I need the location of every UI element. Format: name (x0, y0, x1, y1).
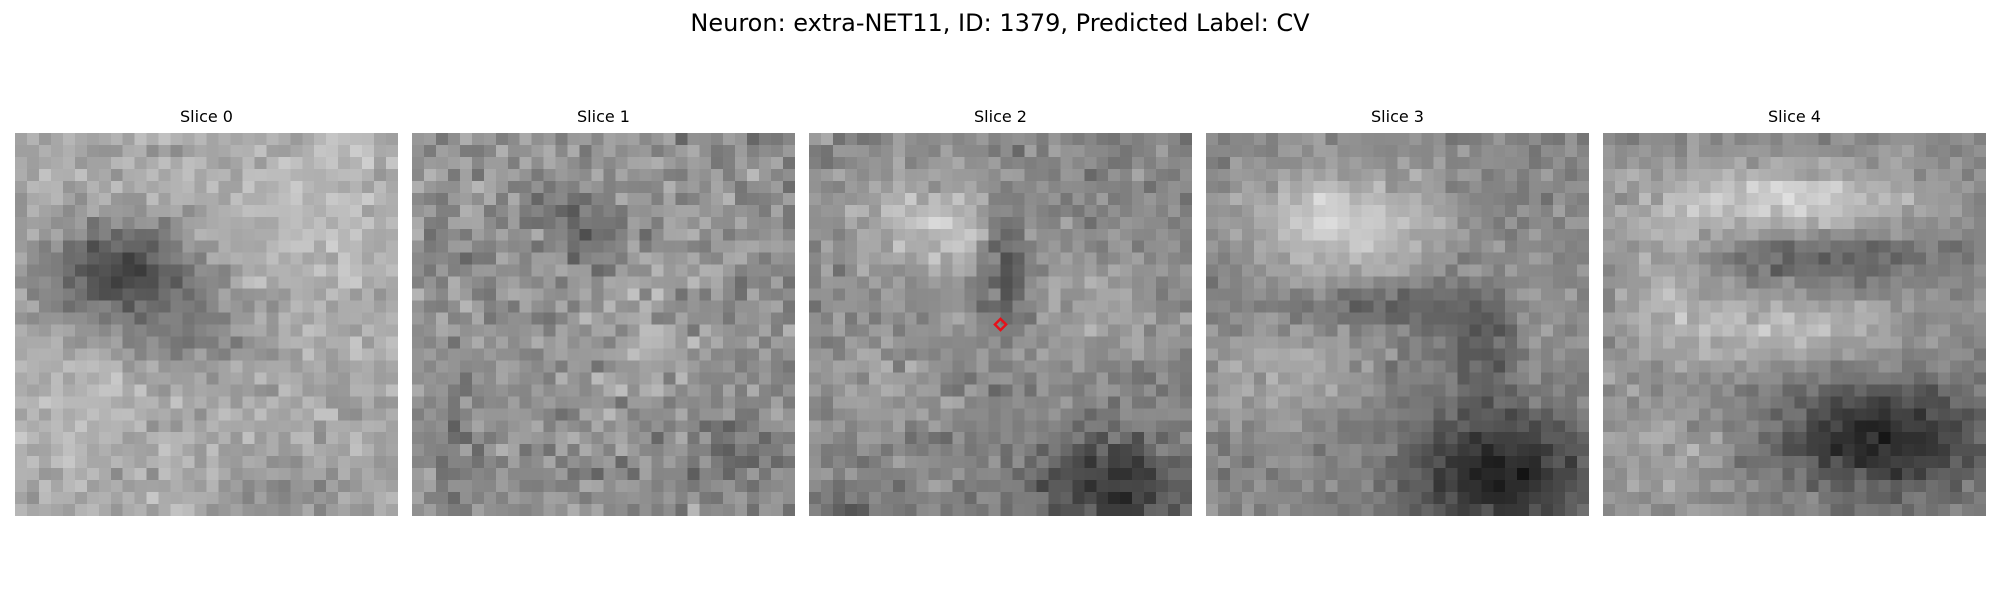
slice-image (1603, 133, 1986, 516)
location-marker-icon (993, 317, 1008, 332)
slice-panel-3: Slice 3 (1206, 106, 1589, 516)
slice-image (412, 133, 795, 516)
slice-title: Slice 4 (1768, 107, 1821, 126)
slice-panel-2: Slice 2 (809, 106, 1192, 516)
slice-panel-1: Slice 1 (412, 106, 795, 516)
slice-title: Slice 2 (974, 107, 1027, 126)
figure-title: Neuron: extra-NET11, ID: 1379, Predicted… (690, 9, 1310, 37)
slice-panel-0: Slice 0 (15, 106, 398, 516)
slice-title: Slice 0 (180, 107, 233, 126)
slice-image (809, 133, 1192, 516)
slice-panel-4: Slice 4 (1603, 106, 1986, 516)
slice-image (1206, 133, 1589, 516)
slice-title: Slice 3 (1371, 107, 1424, 126)
slice-title: Slice 1 (577, 107, 630, 126)
slice-image (15, 133, 398, 516)
